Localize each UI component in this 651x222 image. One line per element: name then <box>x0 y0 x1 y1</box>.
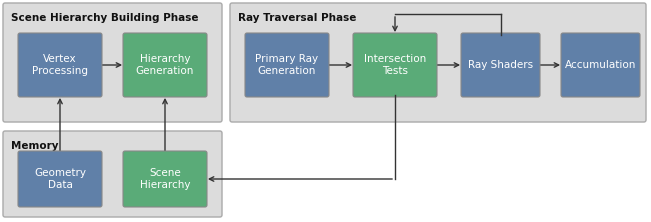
FancyBboxPatch shape <box>561 33 640 97</box>
FancyBboxPatch shape <box>18 33 102 97</box>
FancyBboxPatch shape <box>123 151 207 207</box>
Text: Geometry
Data: Geometry Data <box>34 168 86 190</box>
FancyBboxPatch shape <box>245 33 329 97</box>
FancyBboxPatch shape <box>3 3 222 122</box>
Text: Intersection
Tests: Intersection Tests <box>364 54 426 76</box>
Text: Ray Traversal Phase: Ray Traversal Phase <box>238 13 356 23</box>
Text: Scene
Hierarchy: Scene Hierarchy <box>140 168 190 190</box>
FancyBboxPatch shape <box>230 3 646 122</box>
FancyBboxPatch shape <box>353 33 437 97</box>
Text: Memory: Memory <box>11 141 59 151</box>
FancyBboxPatch shape <box>18 151 102 207</box>
Text: Hierarchy
Generation: Hierarchy Generation <box>136 54 194 76</box>
Text: Accumulation: Accumulation <box>565 60 636 70</box>
Text: Primary Ray
Generation: Primary Ray Generation <box>255 54 318 76</box>
Text: Ray Shaders: Ray Shaders <box>468 60 533 70</box>
FancyBboxPatch shape <box>123 33 207 97</box>
Text: Vertex
Processing: Vertex Processing <box>32 54 88 76</box>
Text: Scene Hierarchy Building Phase: Scene Hierarchy Building Phase <box>11 13 199 23</box>
FancyBboxPatch shape <box>461 33 540 97</box>
FancyBboxPatch shape <box>3 131 222 217</box>
